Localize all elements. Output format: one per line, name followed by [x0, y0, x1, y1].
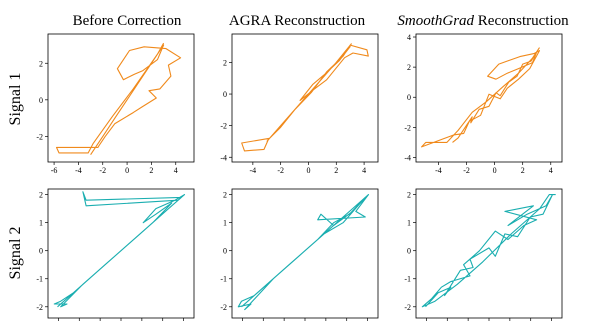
column-title-before-correction: Before Correction	[73, 13, 182, 29]
y-tick-label: 2	[223, 191, 227, 200]
x-tick-label: 2	[334, 166, 338, 175]
agra-label: AGRA	[229, 13, 272, 29]
x-tick-label: -2	[463, 166, 470, 175]
y-tick-label: -2	[404, 123, 411, 132]
chart-panel-r1-c2: -2 -1 0 1 2	[404, 188, 563, 321]
x-tick-label: -2	[277, 166, 284, 175]
y-tick-label: -1	[36, 275, 43, 284]
plot-frame	[415, 33, 563, 163]
plot-frame	[47, 33, 195, 163]
x-tick-label: 2	[521, 166, 525, 175]
row-title-signal-1: Signal 1	[7, 73, 24, 126]
y-tick-label: -4	[220, 153, 227, 162]
x-tick-label: 4	[362, 166, 366, 175]
y-tick-label: 0	[407, 247, 411, 256]
y-tick-label: -1	[404, 275, 411, 284]
x-tick-label: 0	[125, 166, 129, 175]
x-tick-label: 0	[493, 166, 497, 175]
x-tick-label: 2	[149, 166, 153, 175]
y-tick-label: -2	[36, 132, 43, 141]
x-tick-label: -6	[51, 166, 58, 175]
x-tick-label: -4	[250, 166, 257, 175]
panels: -6 -4 -2 0 2 4 -2 0 2 -4 -2 0 2 4 -4 -2 0 2 -4 -2 0 2 4 -4 -2 0 2 4…	[36, 33, 563, 321]
y-tick-label: 0	[39, 247, 43, 256]
series-line	[421, 47, 541, 148]
x-tick-label: -2	[99, 166, 106, 175]
chart-panel-r0-c2: -4 -2 0 2 4 -4 -2 0 2 4	[404, 33, 563, 175]
x-tick-label: -4	[75, 166, 82, 175]
y-tick-label: 1	[39, 219, 43, 228]
series-line	[421, 194, 556, 308]
column-title-smoothgrad-reconstruction: SmoothGrad Reconstruction	[397, 13, 569, 29]
chart-panel-r0-c1: -4 -2 0 2 4 -4 -2 0 2	[220, 33, 379, 175]
y-tick-label: 2	[407, 191, 411, 200]
chart-panel-r0-c0: -6 -4 -2 0 2 4 -2 0 2	[36, 33, 195, 175]
plot-frame	[231, 33, 379, 163]
y-tick-label: -2	[220, 122, 227, 131]
row-title-signal-2: Signal 2	[7, 227, 24, 280]
y-tick-label: -2	[404, 303, 411, 312]
y-tick-label: -4	[404, 153, 411, 162]
plot-frame	[47, 188, 195, 319]
y-tick-label: 1	[223, 219, 227, 228]
y-tick-label: 0	[223, 247, 227, 256]
y-tick-label: 0	[39, 96, 43, 105]
series-line	[55, 42, 182, 156]
x-tick-label: 4	[174, 166, 178, 175]
reconstruction-label: Reconstruction	[474, 13, 569, 29]
series-line	[237, 194, 370, 311]
y-tick-label: -2	[220, 303, 227, 312]
smoothgrad-label: SmoothGrad	[397, 13, 474, 29]
y-tick-label: 0	[223, 90, 227, 99]
reconstruction-label: Reconstruction	[271, 13, 366, 29]
y-tick-label: 2	[223, 58, 227, 67]
y-tick-label: 0	[407, 93, 411, 102]
y-tick-label: -1	[220, 275, 227, 284]
y-tick-label: 2	[39, 191, 43, 200]
column-title-agra-reconstruction: AGRA Reconstruction	[229, 13, 366, 29]
x-tick-label: 4	[549, 166, 553, 175]
chart-panel-r1-c1: -2 -1 0 1 2	[220, 188, 379, 321]
y-tick-label: 2	[407, 63, 411, 72]
series-line	[241, 43, 369, 152]
x-tick-label: 0	[306, 166, 310, 175]
y-tick-label: 4	[407, 33, 411, 42]
chart-panel-r1-c0: -2 -1 0 1 2	[36, 188, 195, 321]
y-tick-label: 1	[407, 219, 411, 228]
y-tick-label: 2	[39, 59, 43, 68]
series-line	[53, 191, 186, 308]
x-tick-label: -4	[435, 166, 442, 175]
y-tick-label: -2	[36, 303, 43, 312]
